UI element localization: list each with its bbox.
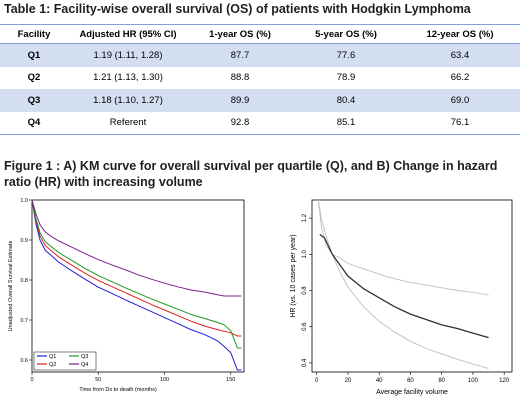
os1-cell: 92.8	[230, 117, 250, 129]
y-tick-label: 0.4	[302, 358, 308, 367]
y-tick-label: 0.7	[20, 318, 28, 324]
hr-estimate-line	[319, 233, 489, 339]
hr-cell: 1.18 (1.10, 1.27)	[93, 94, 163, 106]
plot-frame	[31, 199, 245, 373]
header-facility: Facility	[17, 28, 51, 40]
y-tick-label: 1.2	[302, 213, 308, 222]
series-line-q1	[31, 199, 242, 371]
km-survival-chart: 0.6 0.7 0.8 0.9 1.0 0 50 100 150 Time from Dx to …	[8, 198, 245, 393]
header-1yr-os: 1-year OS (%)	[209, 28, 271, 40]
os12-cell: 66.2	[450, 72, 470, 84]
facility-cell: Q1	[27, 49, 41, 61]
table-row: Q2 1.21 (1.13, 1.30) 88.8 78.9 66.2	[0, 67, 520, 90]
os1-cell: 88.8	[230, 72, 250, 84]
legend-label: Q2	[49, 362, 56, 368]
hr-upper-line	[317, 199, 489, 296]
facility-cell: Q2	[27, 72, 41, 84]
series-line-q4	[31, 199, 242, 297]
y-tick-label: 1.0	[20, 198, 28, 204]
x-tick-label: 0	[315, 378, 319, 384]
y-tick-label: 1.0	[302, 249, 308, 258]
x-tick-label: 120	[499, 378, 510, 384]
x-tick-label: 100	[160, 377, 169, 383]
os5-cell: 77.6	[336, 49, 356, 61]
legend-label: Q1	[49, 354, 56, 360]
os5-cell: 78.9	[336, 72, 356, 84]
legend-label: Q4	[81, 362, 88, 368]
x-tick-label: 100	[468, 378, 479, 384]
table-header-row: Facility Adjusted HR (95% CI) 1-year OS …	[0, 24, 520, 44]
figure-title: Figure 1 : A) KM curve for overall survi…	[4, 159, 498, 189]
hr-volume-chart: 0.4 0.6 0.8 1.0 1.2 0 20 40 60 80 100 120 Average fa…	[290, 199, 513, 396]
facility-cell: Q3	[27, 94, 41, 106]
facility-cell: Q4	[27, 117, 41, 129]
table-row: Q1 1.19 (1.11, 1.28) 87.7 77.6 63.4	[0, 43, 520, 67]
x-tick-label: 0	[30, 377, 33, 383]
y-tick-label: 0.9	[20, 238, 28, 244]
header-12yr-os: 12-year OS (%)	[426, 28, 494, 40]
os5-cell: 85.1	[336, 117, 356, 129]
x-tick-label: 150	[226, 377, 235, 383]
x-tick-label: 50	[95, 377, 101, 383]
hr-cell: 1.21 (1.13, 1.30)	[93, 72, 163, 84]
os1-cell: 89.9	[230, 94, 250, 106]
x-tick-label: 20	[345, 378, 352, 384]
series-line-q2	[31, 199, 242, 337]
plot-frame	[311, 199, 513, 373]
os12-cell: 69.0	[450, 94, 470, 106]
x-tick-label: 80	[438, 378, 445, 384]
x-tick-label: 60	[407, 378, 414, 384]
hr-cell: 1.19 (1.11, 1.28)	[93, 49, 163, 61]
header-5yr-os: 5-year OS (%)	[315, 28, 377, 40]
os12-cell: 76.1	[450, 117, 470, 129]
x-tick-label: 40	[376, 378, 383, 384]
y-tick-label: 0.8	[302, 286, 308, 295]
series-line-q3	[31, 199, 242, 349]
y-axis-label: Unadjusted Overall Survival Estimate	[8, 241, 14, 332]
y-axis-label: HR (vs. 10 cases per year)	[290, 234, 297, 317]
table-title: Table 1: Facility-wise overall survival …	[4, 2, 471, 16]
y-tick-label: 0.6	[20, 358, 28, 364]
header-adjusted-hr: Adjusted HR (95% CI)	[79, 28, 177, 40]
y-tick-label: 0.6	[302, 322, 308, 331]
os5-cell: 80.4	[336, 94, 356, 106]
hr-lower-line	[317, 199, 489, 369]
survival-table: Facility Adjusted HR (95% CI) 1-year OS …	[0, 24, 520, 135]
legend-label: Q3	[81, 354, 88, 360]
table-row: Q3 1.18 (1.10, 1.27) 89.9 80.4 69.0	[0, 89, 520, 112]
os12-cell: 63.4	[450, 49, 470, 61]
legend-box	[33, 351, 97, 371]
os1-cell: 87.7	[230, 49, 250, 61]
table-row: Q4 Referent 92.8 85.1 76.1	[0, 112, 520, 135]
y-tick-label: 0.8	[20, 278, 28, 284]
x-axis-label: Average facility volume	[376, 389, 448, 396]
x-axis-label: Time from Dx to death (months)	[79, 387, 157, 393]
hr-cell: Referent	[109, 117, 147, 129]
